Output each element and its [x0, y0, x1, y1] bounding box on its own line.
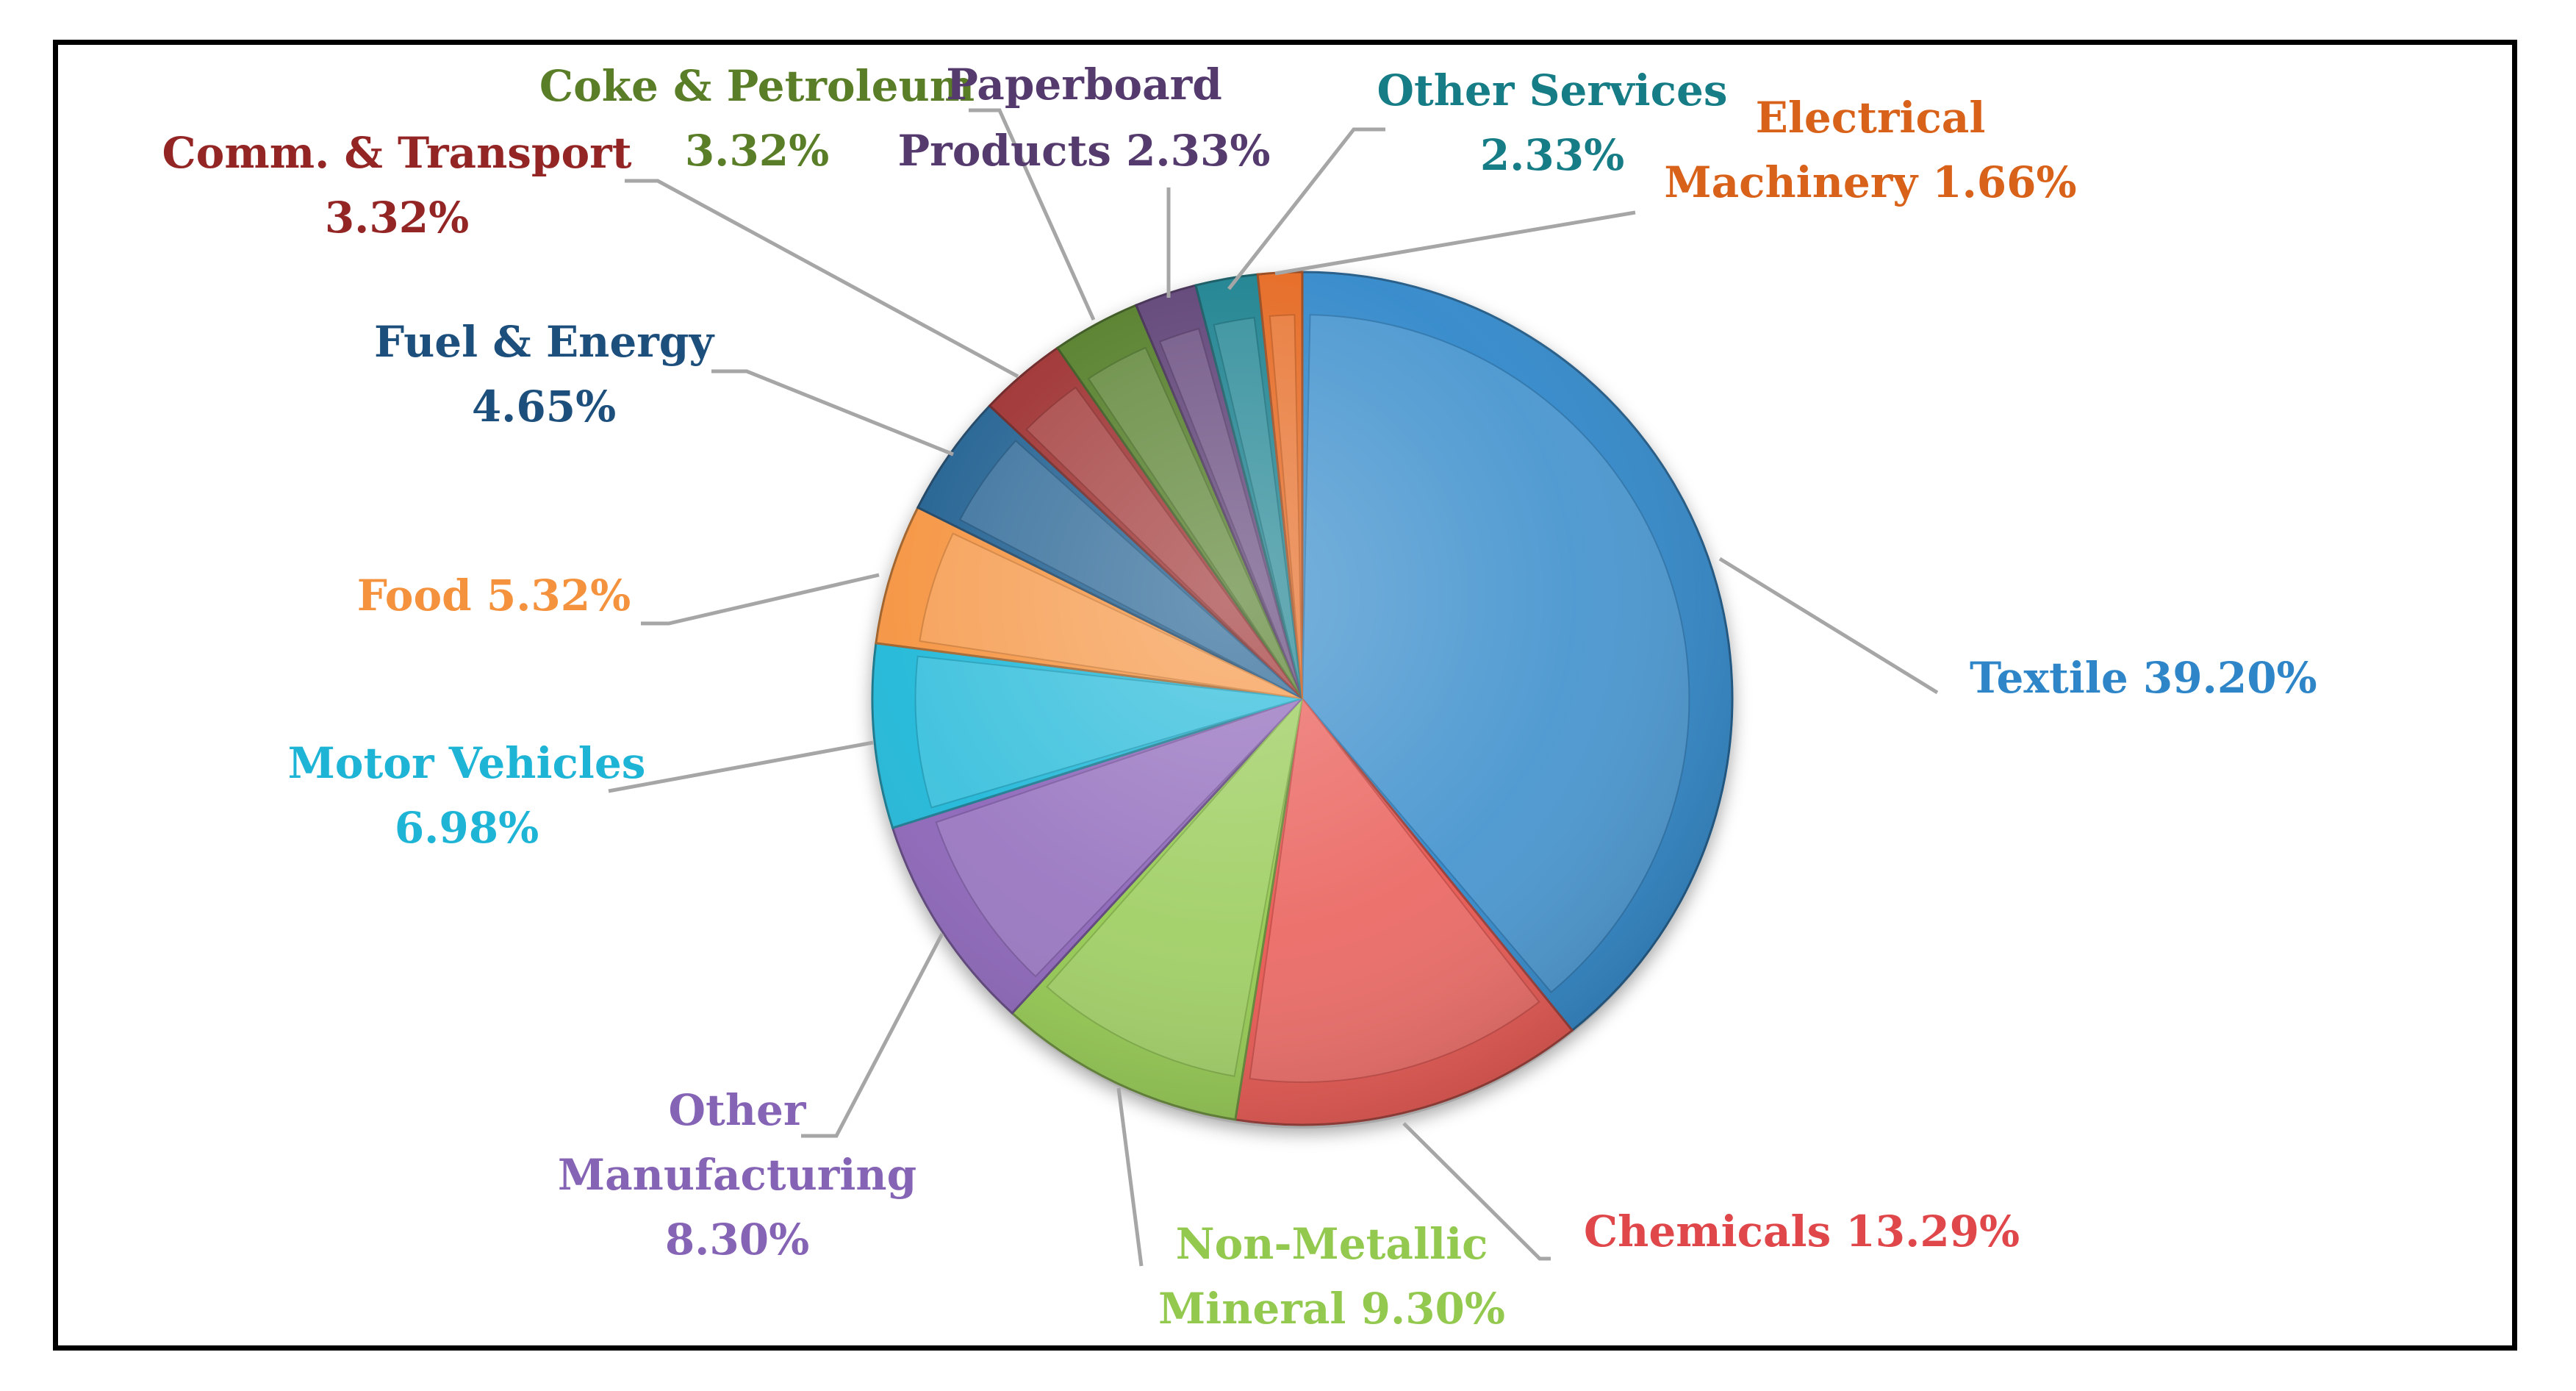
leader-line-textile	[1718, 557, 1939, 695]
label-line-coke-petroleum: 3.32%	[685, 126, 829, 176]
label-line-coke-petroleum: Coke & Petroleum	[539, 61, 975, 111]
label-line-comm-transport: 3.32%	[325, 193, 469, 243]
leader-line-coke-petroleum	[969, 108, 1096, 321]
label-line-non-metallic-mineral: Non-Metallic	[1176, 1219, 1488, 1269]
label-comm-transport: Comm. & Transport 3.32%	[162, 128, 631, 243]
leader-line-electrical-machinery	[1274, 210, 1636, 276]
label-food: Food 5.32%	[357, 571, 631, 621]
label-line-paperboard-products: Paperboard	[946, 60, 1222, 110]
leader-line-comm-transport	[625, 179, 1019, 379]
leader-line-other-services	[1227, 127, 1385, 290]
label-chemicals: Chemicals 13.29%	[1584, 1206, 2020, 1256]
label-line-other-manufacturing: 8.30%	[665, 1215, 809, 1265]
label-line-electrical-machinery: Machinery 1.66%	[1664, 157, 2076, 207]
label-line-comm-transport: Comm. & Transport	[162, 128, 631, 178]
leader-line-fuel-energy	[711, 369, 954, 457]
label-line-other-manufacturing: Other	[669, 1085, 807, 1135]
label-line-paperboard-products: Products 2.33%	[898, 126, 1271, 176]
leader-line-food	[641, 573, 880, 626]
label-fuel-energy: Fuel & Energy 4.65%	[374, 317, 715, 432]
label-line-other-services: Other Services	[1377, 65, 1727, 115]
label-line-textile: Textile 39.20%	[1970, 653, 2317, 703]
leader-line-motor-vehicles	[608, 740, 874, 793]
label-coke-petroleum: Coke & Petroleum 3.32%	[539, 61, 975, 176]
label-motor-vehicles: Motor Vehicles 6.98%	[288, 738, 646, 853]
label-line-fuel-energy: 4.65%	[472, 382, 616, 432]
label-line-non-metallic-mineral: Mineral 9.30%	[1158, 1284, 1505, 1334]
label-line-motor-vehicles: 6.98%	[395, 803, 539, 853]
label-line-food: Food 5.32%	[357, 571, 631, 621]
label-line-chemicals: Chemicals 13.29%	[1584, 1206, 2020, 1256]
label-line-other-services: 2.33%	[1480, 130, 1624, 180]
leader-line-non-metallic-mineral	[1116, 1087, 1144, 1267]
label-line-fuel-energy: Fuel & Energy	[374, 317, 715, 367]
label-textile: Textile 39.20%	[1970, 653, 2317, 703]
label-non-metallic-mineral: Non-Metallic Mineral 9.30%	[1158, 1219, 1505, 1334]
label-line-other-manufacturing: Manufacturing	[558, 1150, 916, 1200]
leader-line-chemicals	[1402, 1122, 1551, 1261]
label-other-manufacturing: Other Manufacturing 8.30%	[558, 1085, 916, 1265]
label-other-services: Other Services 2.33%	[1377, 65, 1727, 180]
label-line-motor-vehicles: Motor Vehicles	[288, 738, 646, 788]
label-paperboard-products: Paperboard Products 2.33%	[898, 60, 1271, 176]
leader-line-other-manufacturing	[801, 932, 944, 1138]
label-line-electrical-machinery: Electrical	[1756, 93, 1986, 143]
label-electrical-machinery: Electrical Machinery 1.66%	[1664, 93, 2076, 207]
